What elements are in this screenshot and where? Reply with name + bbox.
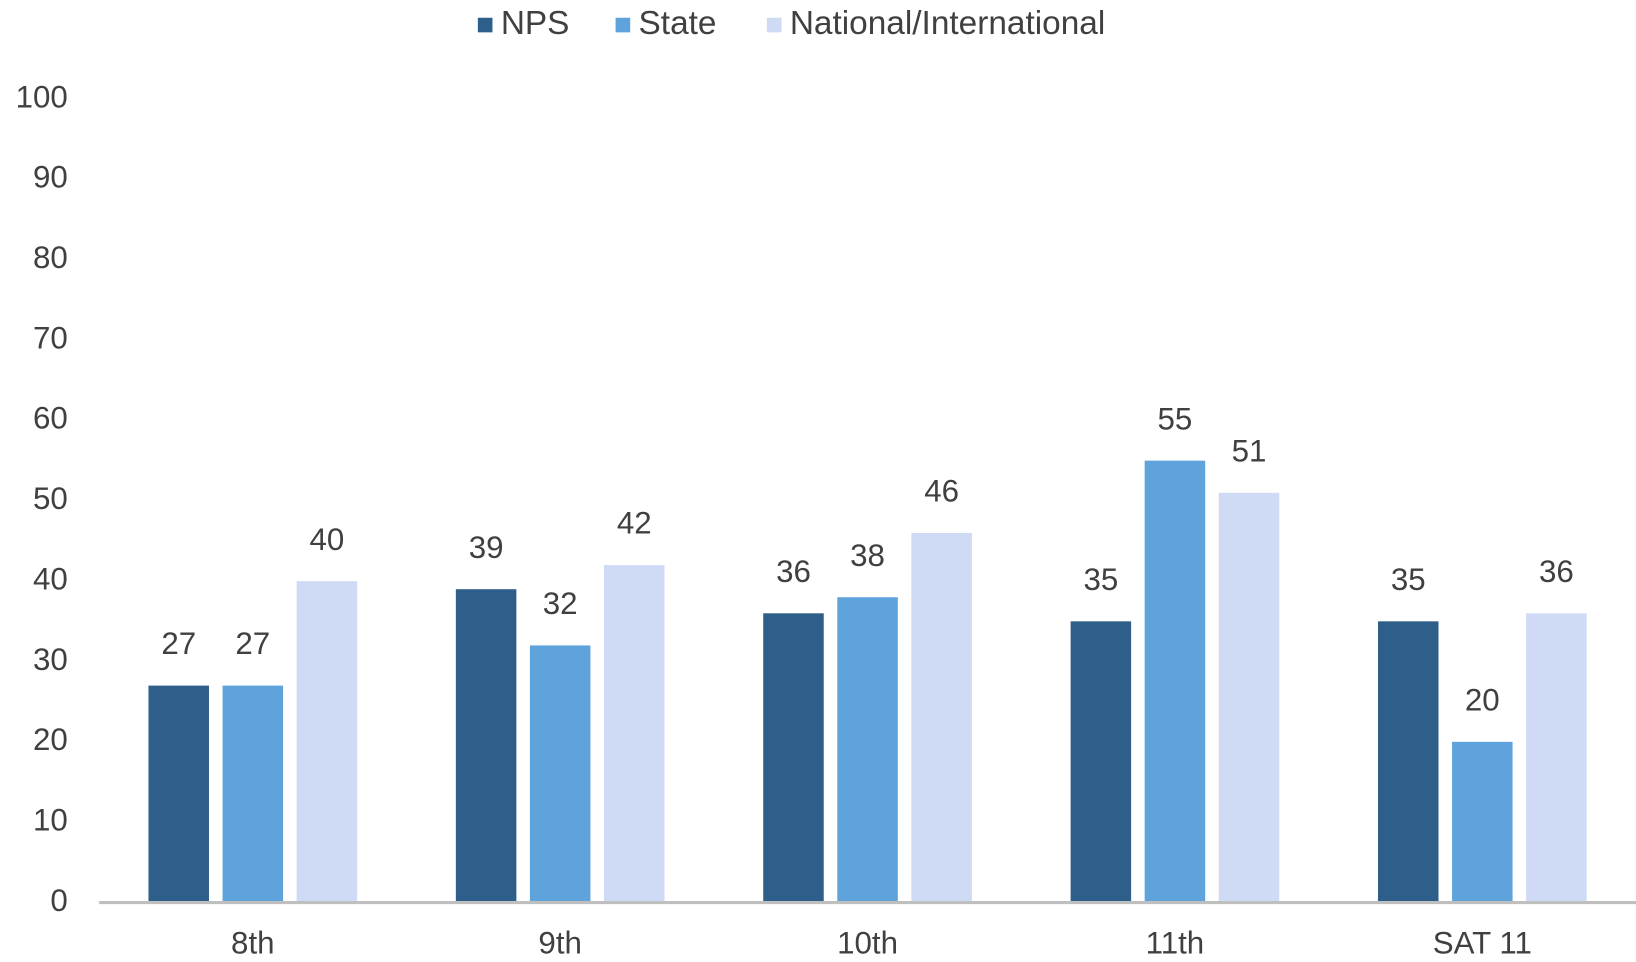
data-label: 27 bbox=[161, 626, 196, 661]
data-label: 20 bbox=[1465, 682, 1500, 717]
legend-label: State bbox=[639, 5, 717, 42]
y-tick-label: 70 bbox=[33, 320, 68, 355]
data-label: 27 bbox=[235, 626, 270, 661]
data-label: 35 bbox=[1391, 562, 1426, 597]
data-label: 46 bbox=[924, 474, 959, 509]
y-tick-label: 90 bbox=[33, 160, 68, 195]
y-tick-label: 60 bbox=[33, 401, 68, 436]
y-tick-label: 50 bbox=[33, 481, 68, 516]
data-label: 51 bbox=[1232, 433, 1267, 468]
bar bbox=[1144, 460, 1206, 903]
bar bbox=[1218, 492, 1280, 903]
x-tick-label: 11th bbox=[1146, 926, 1205, 961]
bar bbox=[837, 597, 898, 903]
legend-swatch bbox=[477, 17, 493, 33]
y-tick-label: 0 bbox=[50, 883, 67, 918]
bar bbox=[1452, 741, 1513, 903]
data-label: 42 bbox=[617, 506, 652, 541]
legend-label: National/International bbox=[790, 5, 1105, 42]
y-tick-label: 100 bbox=[16, 79, 68, 114]
y-tick-label: 40 bbox=[33, 561, 68, 596]
bar bbox=[604, 565, 665, 903]
bar bbox=[1526, 613, 1587, 903]
bar bbox=[911, 532, 972, 903]
data-label: 55 bbox=[1158, 401, 1193, 436]
y-tick-label: 10 bbox=[33, 802, 68, 837]
legend-swatch bbox=[615, 17, 631, 33]
y-tick-label: 30 bbox=[33, 642, 68, 677]
bar bbox=[222, 685, 284, 903]
x-tick-label: 9th bbox=[538, 926, 582, 961]
legend-label: NPS bbox=[501, 5, 570, 42]
data-label: 39 bbox=[469, 530, 504, 565]
y-tick-label: 80 bbox=[33, 240, 68, 275]
data-label: 38 bbox=[850, 538, 885, 573]
data-label: 32 bbox=[543, 586, 578, 621]
bar bbox=[148, 685, 209, 903]
bar bbox=[1070, 621, 1132, 903]
y-tick-label: 20 bbox=[33, 722, 68, 757]
x-tick-label: 8th bbox=[231, 926, 275, 961]
legend-swatch bbox=[766, 17, 782, 33]
bar bbox=[763, 613, 824, 903]
data-label: 40 bbox=[309, 522, 344, 557]
bar bbox=[296, 581, 358, 903]
data-label: 35 bbox=[1083, 562, 1118, 597]
bar bbox=[529, 645, 591, 903]
data-label: 36 bbox=[1539, 554, 1574, 589]
x-tick-label: SAT 11 bbox=[1433, 926, 1532, 961]
bar bbox=[1377, 621, 1439, 903]
x-tick-label: 10th bbox=[837, 926, 898, 961]
bar bbox=[455, 589, 517, 903]
data-label: 36 bbox=[776, 554, 811, 589]
